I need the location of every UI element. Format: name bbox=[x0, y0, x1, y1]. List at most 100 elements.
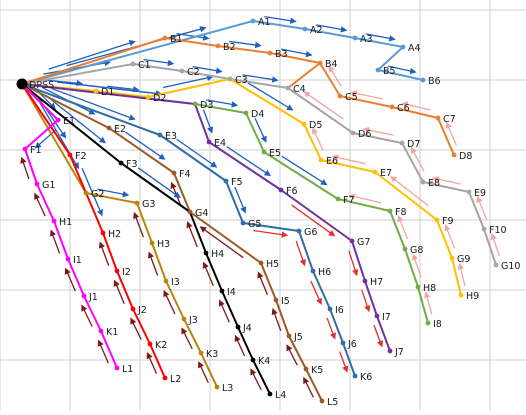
waypoint-i8 bbox=[425, 320, 431, 326]
branch-line-x bbox=[377, 69, 424, 81]
direction-arrow bbox=[490, 233, 500, 257]
waypoint-label-d6: D6 bbox=[358, 129, 371, 140]
waypoint-label-b2: B2 bbox=[223, 42, 236, 53]
waypoint-label-f2: F2 bbox=[75, 151, 87, 162]
connector-edge bbox=[287, 62, 321, 89]
waypoint-c6 bbox=[389, 104, 395, 110]
direction-arrow bbox=[411, 253, 422, 278]
direction-arrow bbox=[339, 351, 349, 373]
waypoint-b3 bbox=[267, 50, 273, 56]
waypoint-label-e4: E4 bbox=[214, 138, 226, 149]
direction-arrow bbox=[34, 192, 46, 217]
waypoint-f8 bbox=[387, 208, 393, 214]
waypoint-label-k3: K3 bbox=[206, 349, 218, 360]
direction-arrow bbox=[310, 280, 322, 306]
waypoint-l3 bbox=[214, 384, 220, 390]
direction-arrow bbox=[234, 186, 247, 214]
direction-arrow bbox=[97, 188, 130, 198]
waypoint-b2 bbox=[215, 43, 221, 49]
waypoint-label-d8: D8 bbox=[459, 151, 472, 162]
direction-arrow bbox=[286, 344, 298, 366]
direction-arrow bbox=[250, 368, 262, 391]
direction-arrow bbox=[410, 146, 425, 172]
waypoint-label-j4: J4 bbox=[242, 323, 252, 334]
waypoint-label-i8: I8 bbox=[433, 319, 442, 330]
direction-arrow bbox=[432, 176, 462, 185]
direction-arrow bbox=[291, 204, 336, 237]
waypoint-g4 bbox=[187, 209, 193, 215]
branch-line-f bbox=[21, 83, 391, 352]
direction-arrow bbox=[202, 261, 214, 286]
direction-arrow bbox=[176, 33, 210, 41]
waypoint-c3 bbox=[227, 76, 233, 82]
direction-arrow bbox=[36, 94, 67, 139]
connector-edge bbox=[377, 46, 404, 71]
waypoint-i2 bbox=[114, 268, 120, 274]
origin-dot bbox=[16, 78, 28, 90]
direction-arrow bbox=[51, 87, 136, 121]
waypoint-g3 bbox=[134, 200, 140, 206]
direction-arrow bbox=[163, 289, 176, 315]
waypoint-label-g5: G5 bbox=[248, 219, 261, 230]
direction-arrow bbox=[57, 81, 163, 97]
waypoint-k5 bbox=[303, 366, 309, 372]
direction-arrow bbox=[247, 82, 294, 111]
direction-arrow bbox=[81, 168, 103, 217]
waypoint-g1 bbox=[34, 181, 40, 187]
direction-arrow bbox=[281, 155, 328, 186]
waypoint-h2 bbox=[100, 230, 106, 236]
waypoint-label-h3: H3 bbox=[157, 239, 170, 250]
direction-arrow bbox=[362, 126, 394, 136]
waypoint-k6 bbox=[352, 373, 358, 379]
waypoint-f6 bbox=[278, 187, 284, 193]
waypoint-e3 bbox=[157, 132, 163, 138]
waypoint-label-g3: G3 bbox=[142, 199, 155, 210]
waypoint-g6 bbox=[296, 228, 302, 234]
direction-arrow bbox=[202, 109, 214, 134]
direction-arrow bbox=[254, 118, 267, 143]
waypoint-label-l5: L5 bbox=[327, 397, 338, 408]
waypoint-f5 bbox=[223, 178, 229, 184]
waypoint-label-e9: E9 bbox=[474, 188, 486, 199]
waypoint-label-c2: C2 bbox=[187, 67, 200, 78]
branch-line-j bbox=[21, 83, 218, 388]
waypoint-label-h4: H4 bbox=[211, 249, 224, 260]
waypoint-label-k5: K5 bbox=[311, 365, 323, 376]
direction-arrow bbox=[98, 241, 110, 266]
waypoint-k3 bbox=[198, 350, 204, 356]
waypoint-l1 bbox=[114, 365, 120, 371]
direction-arrow bbox=[361, 289, 371, 313]
waypoint-b5 bbox=[375, 67, 381, 73]
direction-arrow bbox=[133, 211, 144, 238]
direction-arrow bbox=[295, 240, 306, 267]
waypoint-g8 bbox=[402, 246, 408, 252]
waypoint-label-l2: L2 bbox=[170, 374, 181, 385]
direction-arrow bbox=[45, 94, 106, 144]
waypoint-i5 bbox=[273, 297, 279, 303]
waypoint-d2 bbox=[145, 94, 151, 100]
waypoint-f9 bbox=[434, 217, 440, 223]
direction-arrow bbox=[34, 129, 56, 149]
waypoint-i4 bbox=[219, 288, 225, 294]
waypoint-c5 bbox=[337, 93, 343, 99]
waypoint-c4 bbox=[285, 85, 291, 91]
direction-arrow bbox=[264, 16, 297, 24]
origin-node: DPSS bbox=[16, 78, 54, 91]
waypoint-h4 bbox=[203, 250, 209, 256]
waypoint-label-k2: K2 bbox=[155, 340, 167, 351]
waypoint-label-e5: E5 bbox=[269, 148, 281, 159]
waypoint-label-j6: J6 bbox=[347, 339, 357, 350]
waypoint-label-i1: I1 bbox=[73, 255, 82, 266]
waypoint-label-b3: B3 bbox=[275, 49, 288, 60]
waypoint-j4 bbox=[235, 324, 241, 330]
waypoint-label-f3: F3 bbox=[126, 159, 138, 170]
waypoint-j6 bbox=[340, 340, 346, 346]
waypoint-d4 bbox=[243, 110, 249, 116]
waypoint-b4 bbox=[317, 60, 323, 66]
waypoint-label-l3: L3 bbox=[222, 383, 233, 394]
waypoint-l2 bbox=[162, 375, 168, 381]
direction-arrow bbox=[229, 40, 262, 49]
waypoint-j5 bbox=[286, 333, 292, 339]
